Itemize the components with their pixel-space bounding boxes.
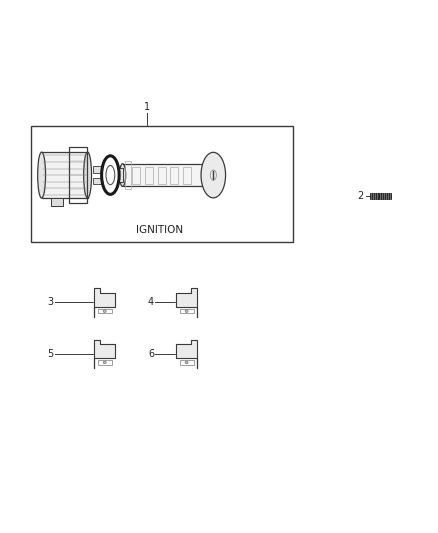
Bar — [42, 152, 88, 198]
Bar — [123, 164, 204, 187]
Bar — [180, 309, 194, 313]
Ellipse shape — [102, 156, 119, 195]
Bar — [158, 166, 166, 184]
Bar — [51, 198, 63, 206]
Ellipse shape — [185, 361, 188, 364]
Bar — [98, 309, 112, 313]
Bar — [69, 147, 87, 203]
Bar — [183, 166, 191, 184]
Text: 5: 5 — [47, 349, 53, 359]
Polygon shape — [94, 288, 115, 317]
Bar — [116, 168, 123, 182]
Ellipse shape — [103, 361, 106, 364]
Ellipse shape — [103, 310, 106, 312]
Bar — [93, 166, 102, 173]
Ellipse shape — [120, 164, 126, 187]
Bar — [180, 360, 194, 365]
Text: 4: 4 — [148, 297, 154, 308]
Text: 2: 2 — [357, 191, 364, 201]
Bar — [125, 161, 131, 189]
Bar — [98, 360, 112, 365]
Text: IGNITION: IGNITION — [136, 225, 184, 235]
Bar — [93, 177, 102, 184]
Ellipse shape — [38, 152, 46, 198]
Ellipse shape — [106, 165, 115, 185]
Polygon shape — [176, 288, 197, 317]
Bar — [170, 166, 178, 184]
Text: 6: 6 — [148, 349, 154, 359]
Bar — [132, 166, 140, 184]
Bar — [145, 166, 153, 184]
Text: 1: 1 — [144, 102, 150, 112]
Polygon shape — [176, 340, 197, 368]
Polygon shape — [94, 340, 115, 368]
Ellipse shape — [201, 152, 226, 198]
Ellipse shape — [185, 310, 188, 312]
Bar — [31, 126, 293, 243]
Bar — [370, 193, 391, 199]
Text: 3: 3 — [47, 297, 53, 308]
Ellipse shape — [84, 152, 92, 198]
